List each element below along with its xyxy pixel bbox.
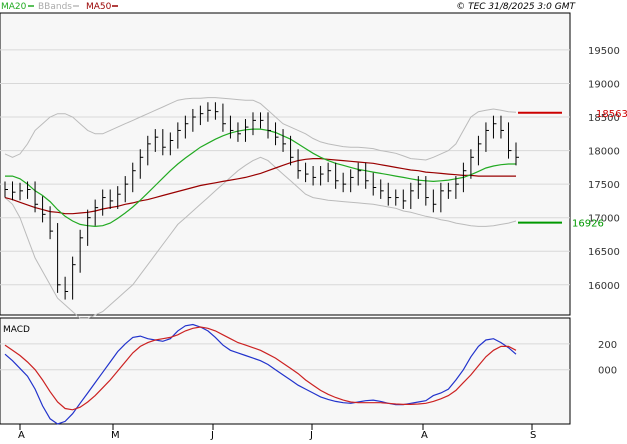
macd-y-axis: 200 000: [598, 340, 617, 377]
x-tick-label: A: [18, 430, 25, 440]
price-y-tick-label: 16500: [588, 247, 620, 258]
legend-bbands: BBands: [38, 2, 72, 12]
legend-ma50: MA50: [86, 2, 112, 12]
price-y-axis: 16000 16500 17000 17500 18000 18500 19000 19500: [588, 46, 620, 292]
macd-y-tick-label: 200: [598, 340, 617, 351]
copyright-timestamp: © TEC 31/8/2025 3:0 GMT: [456, 2, 576, 12]
price-y-tick-label: 18000: [588, 147, 620, 158]
x-tick-label: A: [421, 430, 428, 440]
legend-ma20: MA20: [1, 2, 27, 12]
price-y-tick-label: 17000: [588, 214, 620, 225]
price-y-tick-label: 17500: [588, 180, 620, 191]
x-tick-label: J: [210, 430, 214, 440]
x-tick-label: M: [111, 430, 120, 440]
macd-signal-line: [4, 326, 517, 411]
bbands-upper-line: [4, 97, 517, 161]
macd-panel-label: MACD: [3, 325, 30, 335]
macd-plot-area: [0, 317, 571, 425]
ma50-line: [4, 158, 516, 215]
bbands-lower-line: [4, 156, 517, 319]
support-label: 16926: [572, 219, 604, 230]
price-bars: [4, 102, 519, 300]
price-y-tick-label: 18500: [588, 113, 620, 124]
resistance-label: 18563: [596, 109, 627, 120]
macd-y-tick-label: 000: [598, 366, 617, 377]
price-y-tick-label: 19000: [588, 79, 620, 90]
price-y-tick-label: 16000: [588, 281, 620, 292]
ma20-line: [5, 128, 516, 228]
price-y-tick-label: 19500: [588, 46, 620, 57]
x-tick-label: S: [530, 430, 536, 440]
x-tick-label: J: [309, 430, 313, 440]
macd-line: [4, 323, 517, 425]
